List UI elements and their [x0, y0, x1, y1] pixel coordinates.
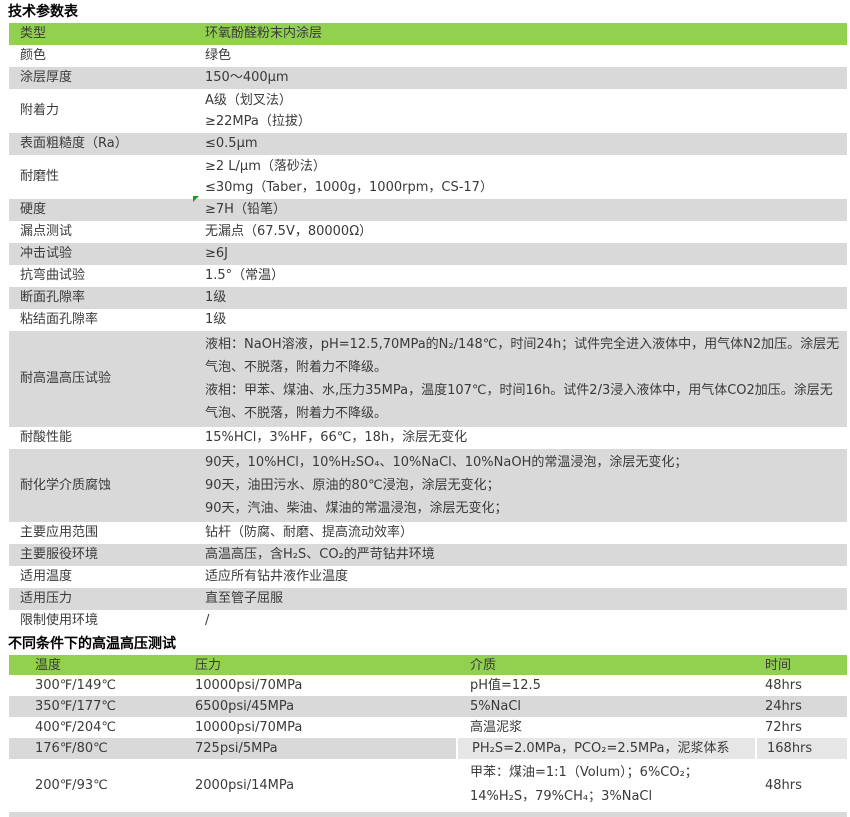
param-label: 硬度 [20, 202, 47, 217]
hpht-cell-time: 168hrs [755, 738, 847, 759]
param-label: 主要服役环境 [20, 547, 99, 562]
hpht-cell-time: 72hrs [765, 720, 802, 735]
param-value: 环氧酚醛粉末内涂层 [205, 26, 323, 41]
spec-table-row: 限制使用环境 / [9, 610, 847, 632]
param-label: 涂层厚度 [20, 70, 73, 85]
spec-table-row: 适用压力 直至管子屈服 [9, 588, 847, 610]
param-label: 粘结面孔隙率 [20, 312, 99, 327]
param-value: 高温高压，含H₂S、CO₂的严苛钻井环境 [205, 547, 435, 562]
hpht-table-row: 300℉/149℃ 10000psi/70MPa pH值=12.5 48hrs [9, 675, 847, 696]
hpht-cell-medium: 高温泥浆 [470, 720, 523, 735]
hpht-cell-time: 48hrs [765, 678, 802, 693]
hpht-cell-temperature: 400℉/204℃ [35, 720, 116, 735]
spec-table-row: 耐高温高压试验 液相：NaOH溶液，pH=12.5,70MPa的N₂/148℃，时… [9, 331, 847, 427]
hpht-cell-time: 48hrs [765, 777, 802, 793]
hpht-header-temperature: 温度 [35, 657, 62, 673]
hpht-header-medium: 介质 [470, 657, 497, 673]
param-label: 断面孔隙率 [20, 290, 86, 305]
param-label: 颜色 [20, 48, 47, 63]
hpht-cell-medium: 5%NaCl [470, 699, 522, 714]
spec-table-row: 主要应用范围 钻杆（防腐、耐磨、提高流动效率） [9, 522, 847, 544]
param-label: 适用温度 [20, 569, 73, 584]
param-label: 耐酸性能 [20, 430, 73, 445]
param-label: 耐磨性 [20, 169, 60, 184]
comment-marker-icon [193, 196, 199, 202]
hpht-header-row: 温度 压力 介质 时间 [9, 655, 847, 675]
spec-table-title: 技术参数表 [8, 4, 78, 20]
hpht-cell-medium: 甲苯：煤油=1:1（Volum）；6%CO₂； 14%H₂S，79%CH₄；3%… [470, 765, 698, 804]
param-label: 耐高温高压试验 [20, 371, 112, 386]
hpht-cell-pressure: 2000psi/14MPa [195, 777, 295, 793]
spec-table-row: 耐磨性 ≥2 L/μm（落砂法） ≤30mg（Taber，1000g，1000rp… [9, 155, 847, 199]
param-value: ≤0.5μm [205, 136, 258, 151]
hpht-cell-temperature: 176℉/80℃ [35, 741, 108, 756]
param-value: 钻杆（防腐、耐磨、提高流动效率） [205, 525, 414, 540]
hpht-cell-temperature: 300℉/149℃ [35, 678, 116, 693]
spec-table-row: 冲击试验 ≥6J [9, 243, 847, 265]
spec-table-row: 耐酸性能 15%HCl，3%HF，66℃，18h，涂层无变化 [9, 427, 847, 449]
hpht-table-row: 176℉/80℃ 725psi/5MPa PH₂S=2.0MPa，PCO₂=2.5M… [9, 738, 847, 759]
spec-table-row: 耐化学介质腐蚀 90天，10%HCl，10%H₂SO₄、10%NaCl、10%Na… [9, 449, 847, 522]
hpht-table-title: 不同条件下的高温高压测试 [8, 636, 176, 652]
param-value: ≥2 L/μm（落砂法） ≤30mg（Taber，1000g，1000rpm，C… [205, 159, 493, 195]
param-label: 抗弯曲试验 [20, 268, 86, 283]
bottom-row-partial [9, 812, 847, 817]
param-label: 附着力 [20, 103, 60, 118]
hpht-cell-temperature: 200℉/93℃ [35, 777, 108, 793]
param-value: 1级 [205, 290, 227, 305]
param-value: 1级 [205, 312, 227, 327]
param-value: / [205, 613, 210, 628]
hpht-cell-pressure: 6500psi/45MPa [195, 699, 295, 714]
param-value: 直至管子屈服 [205, 591, 284, 606]
spec-table-row: 附着力 A级（划叉法） ≥22MPa（拉拔） [9, 89, 847, 133]
param-value: 无漏点（67.5V，80000Ω） [205, 224, 373, 239]
spec-table: 类型 环氧酚醛粉末内涂层颜色 绿色涂层厚度 150～400μm 附着力 A级（划叉法） ≥… [9, 23, 847, 632]
spec-table-row: 适用温度 适应所有钻井液作业温度 [9, 566, 847, 588]
param-value: 绿色 [205, 48, 232, 63]
hpht-cell-medium: pH值=12.5 [470, 678, 541, 693]
hpht-cell-medium: PH₂S=2.0MPa，PCO₂=2.5MPa，泥浆体系 [456, 738, 755, 759]
param-label: 冲击试验 [20, 246, 73, 261]
spec-table-row: 断面孔隙率 1级 [9, 287, 847, 309]
hpht-table-body: 300℉/149℃ 10000psi/70MPa pH值=12.5 48hrs 350℉… [9, 675, 847, 811]
param-value: 150～400μm [205, 70, 289, 85]
param-value: ≥6J [205, 246, 228, 261]
spec-table-row: 漏点测试 无漏点（67.5V，80000Ω） [9, 221, 847, 243]
spec-table-row: 粘结面孔隙率 1级 [9, 309, 847, 331]
spec-table-row: 抗弯曲试验 1.5°（常温） [9, 265, 847, 287]
spec-table-row: 主要服役环境 高温高压，含H₂S、CO₂的严苛钻井环境 [9, 544, 847, 566]
param-label: 表面粗糙度（Ra） [20, 136, 128, 151]
param-label: 主要应用范围 [20, 525, 99, 540]
hpht-table-row: 400℉/204℃ 10000psi/70MPa 高温泥浆 72hrs [9, 717, 847, 738]
param-label: 类型 [20, 26, 47, 41]
hpht-cell-time: 24hrs [765, 699, 802, 714]
hpht-header-pressure: 压力 [195, 657, 222, 673]
param-value: ≥7H（铅笔） [193, 196, 847, 221]
hpht-cell-pressure: 10000psi/70MPa [195, 678, 303, 693]
hpht-header-time: 时间 [765, 657, 792, 673]
spec-table-row: 类型 环氧酚醛粉末内涂层 [9, 23, 847, 45]
param-label: 漏点测试 [20, 224, 73, 239]
spec-table-row: 涂层厚度 150～400μm [9, 67, 847, 89]
param-value: 90天，10%HCl，10%H₂SO₄、10%NaCl、10%NaOH的常温浸泡… [205, 455, 688, 516]
param-label: 耐化学介质腐蚀 [20, 477, 112, 493]
spec-table-row: 表面粗糙度（Ra） ≤0.5μm [9, 133, 847, 155]
hpht-cell-pressure: 725psi/5MPa [195, 741, 278, 756]
param-value: A级（划叉法） ≥22MPa（拉拔） [205, 93, 311, 129]
param-label: 适用压力 [20, 591, 73, 606]
param-label: 限制使用环境 [20, 613, 99, 628]
spec-table-row: 颜色 绿色 [9, 45, 847, 67]
spec-table-row: 硬度 ≥7H（铅笔） [9, 196, 847, 221]
param-value: 适应所有钻井液作业温度 [205, 569, 349, 584]
hpht-cell-pressure: 10000psi/70MPa [195, 720, 303, 735]
param-value: 15%HCl，3%HF，66℃，18h，涂层无变化 [205, 430, 468, 445]
param-value: 液相：NaOH溶液，pH=12.5,70MPa的N₂/148℃，时间24h；试件… [205, 337, 840, 421]
param-value: 1.5°（常温） [205, 268, 285, 283]
hpht-table-row: 350℉/177℃ 6500psi/45MPa 5%NaCl 24hrs [9, 696, 847, 717]
hpht-cell-temperature: 350℉/177℃ [35, 699, 116, 714]
hpht-table-row: 200℉/93℃ 2000psi/14MPa 甲苯：煤油=1:1（Volum）；6%… [9, 759, 847, 811]
hpht-table: 温度 压力 介质 时间 300℉/149℃ 10000psi/70MPa pH值=1… [9, 655, 847, 811]
